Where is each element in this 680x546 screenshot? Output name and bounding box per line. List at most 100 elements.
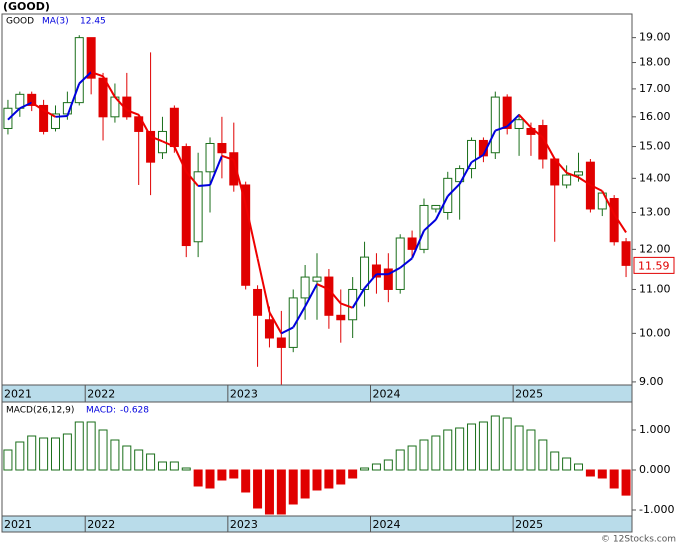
candle-body	[324, 276, 334, 316]
x-tick-label: 2021	[4, 388, 32, 401]
candle-body	[490, 96, 500, 154]
y-tick-label: 9.00	[639, 375, 664, 388]
candle-body	[27, 93, 37, 106]
ma-line	[363, 273, 378, 289]
bar	[407, 445, 417, 471]
source-note: © 12Stocks.com	[601, 535, 676, 545]
y-tick-label: 15.00	[639, 140, 671, 153]
ma-line	[434, 195, 449, 221]
last-price-label: 11.59	[638, 259, 670, 272]
y-tick-label: -1.000	[639, 503, 674, 516]
bar	[419, 439, 429, 471]
ma-line	[43, 109, 56, 118]
candle-body	[98, 77, 108, 118]
ma-line	[589, 184, 603, 192]
ma-line	[102, 75, 116, 98]
candle-body	[217, 142, 227, 154]
ma-line	[541, 136, 556, 160]
bar	[336, 469, 346, 485]
y-tick-label: 14.00	[639, 171, 671, 184]
candle-body	[336, 314, 346, 321]
ma-line	[150, 135, 163, 143]
last-price-box	[633, 256, 675, 274]
bar	[62, 433, 72, 471]
candle-body	[621, 241, 631, 266]
ma-line	[553, 158, 568, 174]
candle-body	[181, 146, 191, 247]
candle-body	[39, 104, 49, 132]
bar	[490, 415, 500, 471]
candle-body	[241, 184, 251, 286]
bar	[122, 445, 132, 471]
ma-line	[66, 83, 81, 117]
ma-line	[292, 306, 306, 328]
bar	[502, 417, 512, 471]
candle-body	[169, 107, 179, 148]
ma-line	[209, 155, 223, 186]
bar	[431, 435, 441, 471]
bar	[193, 469, 203, 487]
bar	[74, 421, 84, 471]
y-tick-label: 12.00	[639, 242, 671, 255]
bar	[609, 469, 619, 489]
bar	[86, 421, 96, 471]
bar	[157, 461, 167, 471]
bar	[134, 449, 144, 471]
candle-body	[574, 171, 584, 176]
y-tick-label: 11.00	[639, 282, 671, 295]
ma-line	[447, 183, 461, 197]
bar	[597, 469, 607, 479]
ma-line	[162, 140, 175, 148]
bar	[253, 469, 263, 509]
ma-line	[78, 71, 92, 85]
ma-line	[232, 159, 247, 205]
bar	[467, 423, 477, 471]
bar	[181, 467, 191, 471]
candle-body	[395, 237, 405, 290]
legend-label: MA(3)	[42, 17, 69, 27]
bar	[300, 469, 310, 499]
x-tick-label: 2025	[515, 388, 543, 401]
bar	[550, 451, 560, 471]
bar	[478, 421, 488, 471]
ma-line	[280, 326, 294, 335]
x-tick-label: 2023	[230, 518, 258, 531]
bar	[443, 429, 453, 471]
ma-line	[601, 190, 616, 215]
ma-line	[340, 302, 354, 309]
plot-area	[1, 13, 633, 386]
candle-body	[74, 37, 84, 104]
bar	[348, 469, 358, 479]
ma-line	[304, 283, 318, 307]
x-tick-label: 2025	[515, 518, 543, 531]
y-tick-label: 16.00	[639, 110, 671, 123]
ma-line	[577, 176, 591, 186]
bar	[288, 469, 298, 505]
bar	[264, 469, 274, 515]
bar	[146, 453, 156, 471]
ma-line	[328, 288, 342, 305]
ma-line	[31, 101, 45, 112]
bar	[360, 467, 370, 471]
bar	[395, 449, 405, 471]
candle-body	[300, 276, 310, 299]
candle-body	[193, 171, 203, 243]
y-tick-label: 0.000	[639, 463, 671, 476]
ma-line	[185, 171, 199, 187]
candle-body	[431, 204, 441, 210]
candle-body	[86, 37, 96, 79]
ma-line	[173, 146, 188, 173]
candle-body	[264, 319, 274, 339]
ma-line	[7, 107, 21, 121]
bar	[514, 425, 524, 471]
ma-line	[126, 109, 140, 116]
bar	[27, 435, 37, 471]
ma-line	[19, 101, 33, 110]
x-tick-label: 2022	[87, 388, 115, 401]
x-tick-label: 2024	[372, 388, 400, 401]
bar	[621, 469, 631, 496]
bar	[383, 459, 393, 471]
ma-line	[316, 283, 330, 291]
candle-body	[383, 268, 393, 290]
